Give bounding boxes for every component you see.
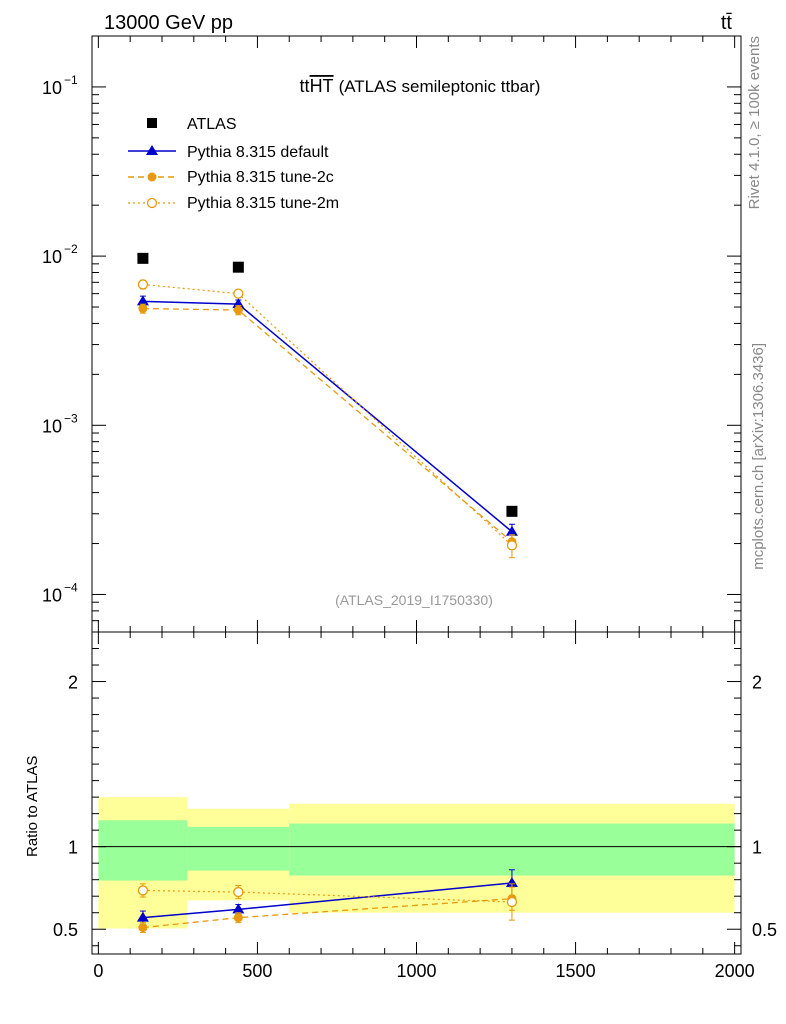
ratio-series-0-point [136, 911, 149, 922]
y-tick-label: 10 [42, 585, 62, 605]
atlas-point [506, 505, 518, 517]
ratio-series-0-point [232, 903, 245, 914]
top-series-1-line [142, 307, 513, 543]
top-series-2-point [233, 288, 244, 299]
legend: ATLAS Pythia 8.315 default Pythia 8.315 … [128, 116, 339, 212]
plot-title: ttHT (ATLAS semileptonic ttbar) [300, 76, 541, 96]
data-marks [136, 252, 518, 934]
mcplots-label: mcplots.cern.ch [arXiv:1306.3436] [750, 343, 767, 570]
ratio-series-1-point [233, 913, 243, 923]
plot-title-over: HT [310, 76, 334, 96]
x-tick-label: 500 [242, 961, 272, 981]
band-inner [187, 826, 290, 871]
x-tick-label: 1000 [396, 961, 436, 981]
top-series-0-point [136, 295, 149, 306]
y-tick-exponent: −2 [64, 242, 78, 256]
legend-marker-tune2c [147, 172, 157, 182]
x-tick-label: 1500 [556, 961, 596, 981]
legend-label-tune2c: Pythia 8.315 tune-2c [187, 169, 334, 186]
y-tick-exponent: −3 [64, 411, 78, 425]
top-series-2-point [506, 540, 518, 551]
legend-label-default: Pythia 8.315 default [187, 144, 329, 161]
ratio-tick-label: 0.5 [53, 920, 78, 940]
ratio-series-2-point [506, 896, 518, 908]
ratio-series-2-point [233, 886, 244, 898]
ratio-tick-label: 2 [68, 673, 78, 693]
band-inner [289, 823, 735, 876]
legend-label-tune2m: Pythia 8.315 tune-2m [187, 195, 339, 212]
y-tick-exponent: −1 [64, 73, 78, 87]
top-series-2-point [137, 279, 149, 290]
top-series-2-line [142, 283, 513, 546]
plot-title-main: tt [300, 76, 310, 96]
legend-label-atlas: ATLAS [187, 116, 237, 133]
y-tick-label: 10 [42, 247, 62, 267]
x-tick-label: 0 [93, 961, 103, 981]
ratio-tick-label: 1 [68, 838, 78, 858]
band-inner [98, 820, 188, 881]
header-right: tt̄ [721, 12, 733, 34]
legend-marker-default [146, 145, 158, 155]
x-tick-label: 2000 [715, 961, 755, 981]
ratio-ylabel: Ratio to ATLAS [24, 756, 41, 857]
top-series-0-line [142, 300, 513, 533]
ratio-series-2-point [137, 885, 149, 896]
legend-marker-tune2m [146, 197, 158, 209]
ratio-tick-label-right: 0.5 [752, 920, 777, 940]
ratio-series-0-point [505, 876, 518, 887]
header-left: 13000 GeV pp [104, 12, 233, 34]
plot-title-rest: (ATLAS semileptonic ttbar) [339, 77, 541, 96]
top-series-0-point [505, 525, 518, 536]
analysis-id: (ATLAS_2019_I1750330) [335, 592, 493, 608]
ratio-tick-label-right: 1 [752, 838, 762, 858]
rivet-label: Rivet 4.1.0, ≥ 100k events [746, 36, 763, 209]
atlas-point [232, 261, 244, 273]
ratio-tick-label-right: 2 [752, 673, 762, 693]
y-tick-label: 10 [42, 416, 62, 436]
ratio-series-1-point [138, 923, 148, 933]
atlas-point [137, 252, 149, 264]
legend-marker-atlas [147, 118, 157, 128]
y-tick-exponent: −4 [64, 580, 78, 594]
top-series-1-point [138, 304, 148, 314]
y-tick-label: 10 [42, 78, 62, 98]
ratio-bands [92, 797, 741, 929]
top-series-1-point [233, 305, 243, 315]
